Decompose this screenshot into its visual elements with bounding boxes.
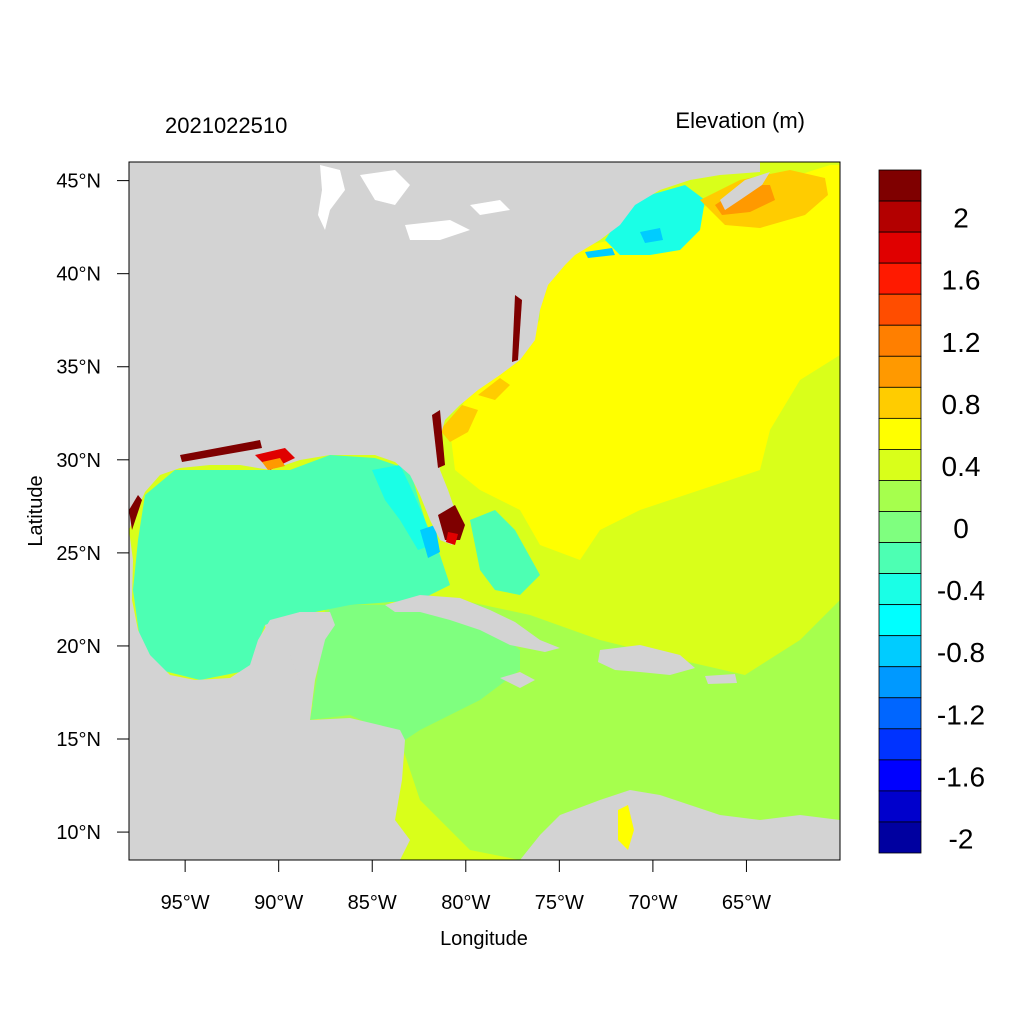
colorbar-level-swatch [878,821,922,854]
gulf-field [133,455,450,680]
caribbean-field [310,605,520,740]
great-lakes [318,165,345,230]
hispaniola-land [598,645,695,675]
x-tick-label: 80°W [441,892,490,914]
colorbar-level-swatch [878,386,922,419]
colorbar-label: 1.6 [942,265,981,296]
x-tick-label: 75°W [535,892,584,914]
colorbar-level-swatch [878,511,922,543]
south-florida-extreme [438,505,465,540]
colorbar-level-swatch [878,728,922,761]
map-panel [129,162,840,860]
yucatan-land [265,612,335,690]
colorbar-label: 0.8 [942,389,981,420]
colorbar: 2 1.6 1.2 0.8 0.4 0 -0.4 -0.8 -1.2 -1.6 -2 [878,169,985,854]
y-tick-label: 45°N [56,171,101,193]
colorbar-label: -2 [949,823,974,854]
colorbar-level-swatch [878,759,922,792]
colorbar-level-swatch [878,355,922,388]
colorbar-label: -0.8 [937,637,985,668]
colorbar-level-swatch [878,293,922,326]
timestamp-label: 2021022510 [165,113,287,138]
colorbar-label: 0.4 [942,451,981,482]
colorbar-label: -1.2 [937,699,985,730]
colorbar-level-swatch [878,417,922,450]
x-tick-label: 65°W [722,892,771,914]
colorbar-level-swatch [878,324,922,357]
texas-coast-fringe [129,495,142,530]
x-tick-label: 95°W [161,892,210,914]
x-axis-ticks: 95°W 90°W 85°W 80°W 75°W 70°W 65°W [161,860,771,914]
nova-scotia-land [720,172,770,210]
x-tick-label: 70°W [628,892,677,914]
colorbar-level-swatch [878,449,922,481]
colorbar-label: 1.2 [942,327,981,358]
jamaica-land [500,672,535,688]
south-florida-red [446,532,458,545]
colorbar-level-swatch [878,542,922,574]
great-lakes [405,220,470,240]
colorbar-level-swatch [878,262,922,295]
x-axis-label: Longitude [440,928,528,950]
y-axis-label: Latitude [25,475,47,546]
fundy-high [715,185,775,215]
colorbar-level-swatch [878,169,922,202]
carolina-shelf-high [478,378,510,400]
y-tick-label: 15°N [56,729,101,751]
louisiana-coast-orange [262,458,285,470]
gulf-of-maine-low [605,185,705,255]
colorbar-label: -0.4 [937,575,985,606]
colorbar-level-swatch [878,790,922,823]
y-tick-label: 20°N [56,636,101,658]
colorbar-level-swatch [878,604,922,637]
east-coast-fringe [512,295,522,362]
colorbar-level-swatch [878,231,922,264]
maracaibo-lake [618,805,634,850]
y-tick-label: 35°N [56,357,101,379]
gulf-coast-fringe [180,440,262,462]
x-tick-label: 90°W [254,892,303,914]
south-america-land [470,790,840,860]
x-tick-label: 85°W [348,892,397,914]
long-island-low [585,248,615,258]
bahamas-shelf [470,510,540,595]
colorbar-label: 2 [953,203,969,234]
colorbar-level-swatch [878,480,922,512]
y-tick-label: 30°N [56,450,101,472]
colorbar-level-swatch [878,666,922,699]
colorbar-level-swatch [878,635,922,668]
east-coast-fringe [432,410,445,468]
georgia-shelf-high [440,405,478,442]
great-lakes [470,200,510,215]
atlantic-north-field [450,165,840,560]
cuba-land [385,595,560,652]
plot-frame [128,161,841,861]
colorbar-level-swatch [878,200,922,233]
y-axis-ticks: 45°N 40°N 35°N 30°N 25°N 20°N 15°N 10°N [56,171,129,844]
y-tick-label: 40°N [56,264,101,286]
puerto-rico-land [705,674,737,684]
mexico-land [129,530,410,860]
colorbar-label: 0 [953,513,969,544]
colorbar-level-swatch [878,697,922,730]
y-tick-label: 25°N [56,543,101,565]
north-america-land [129,162,760,545]
variable-title: Elevation (m) [675,108,805,133]
florida-shelf-low [372,465,432,550]
colorbar-level-swatch [878,573,922,606]
florida-bay-low [420,525,440,558]
great-lakes [360,170,410,205]
cape-cod-low [640,228,663,243]
colorbar-label: -1.6 [937,761,985,792]
y-tick-label: 10°N [56,822,101,844]
